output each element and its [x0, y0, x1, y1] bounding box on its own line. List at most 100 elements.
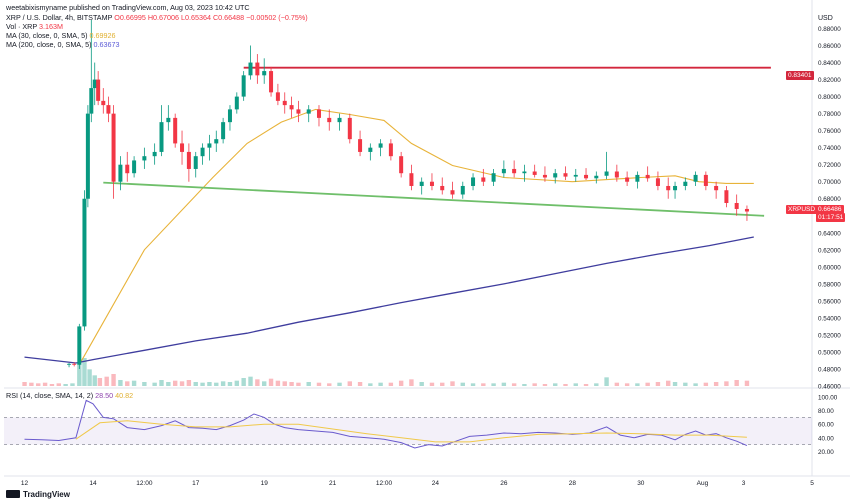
candle-body: [714, 185, 719, 191]
brand-text: TradingView: [23, 490, 70, 499]
candle-body: [703, 174, 708, 186]
volume-bar: [532, 383, 537, 386]
volume-bar: [666, 380, 671, 386]
volume-bar: [152, 382, 157, 386]
rsi-ma-line: [75, 420, 747, 443]
y-tick-label: 0.82000: [818, 77, 841, 84]
volume-bar: [419, 382, 424, 386]
volume-bar: [142, 382, 147, 386]
volume-bar: [22, 382, 27, 386]
volume-bar: [227, 382, 233, 386]
volume-bar: [316, 382, 322, 386]
symbol-title: XRP / U.S. Dollar, 4h, BITSTAMP: [6, 13, 113, 22]
candle-body: [296, 109, 301, 114]
ma30-value: 0.69926: [89, 31, 116, 40]
y-tick-label: 0.58000: [818, 281, 841, 288]
symbol-tag: XRPUSD: [786, 205, 818, 214]
volume-bar: [481, 383, 486, 386]
x-tick-label: 3: [742, 480, 746, 487]
candle-body: [118, 164, 123, 182]
volume-bar: [193, 382, 198, 386]
volume-bar: [118, 380, 123, 386]
candle-body: [744, 208, 749, 212]
candle-body: [501, 168, 506, 174]
volume-bar: [36, 383, 41, 386]
candle-body: [159, 122, 164, 152]
candle-body: [125, 164, 130, 174]
volume-bar: [159, 380, 164, 386]
candle-body: [724, 190, 729, 203]
volume-bar: [56, 383, 61, 386]
x-tick-label: 28: [569, 480, 577, 487]
y-tick-label: 0.56000: [818, 298, 841, 305]
volume-bar: [207, 382, 212, 386]
volume-bar: [125, 381, 130, 386]
candle-body: [111, 113, 116, 182]
candle-body: [573, 174, 578, 177]
volume-bar: [172, 380, 178, 386]
y-tick-label: 0.76000: [818, 128, 841, 135]
volume-bar: [214, 382, 219, 386]
y-tick-label: 0.74000: [818, 145, 841, 152]
candle-body: [106, 105, 111, 114]
volume-bar: [255, 379, 260, 386]
x-tick-label: 12:00: [376, 480, 393, 487]
candle-body: [693, 174, 698, 182]
rsi-band: [4, 417, 812, 445]
candle-body: [306, 109, 311, 114]
volume-bar: [460, 382, 465, 386]
candle-body: [269, 71, 274, 93]
x-tick-label: 5: [810, 480, 814, 487]
x-tick-label: 14: [89, 480, 97, 487]
volume-bar: [734, 380, 739, 386]
candle-body: [584, 174, 589, 179]
candle-body: [429, 181, 434, 186]
candle-body: [180, 143, 185, 152]
currency-label: USD: [818, 15, 833, 22]
volume-bar: [683, 382, 688, 386]
candle-body: [347, 117, 352, 140]
volume-bar: [42, 382, 48, 386]
candle-body: [96, 79, 101, 101]
volume-bar: [703, 382, 709, 386]
x-tick-label: Aug: [697, 480, 709, 487]
volume-bar: [275, 380, 281, 386]
candle-body: [522, 171, 527, 174]
volume-bar: [744, 380, 750, 386]
volume-bar: [268, 378, 274, 386]
rsi-label: RSI (14, close, SMA, 14, 2): [6, 391, 94, 400]
candle-body: [316, 109, 321, 118]
volume-bar: [131, 380, 137, 386]
legend-volume: Vol · XRP 3.163M: [6, 22, 63, 31]
volume-bar: [522, 384, 527, 386]
y-tick-label: 0.64000: [818, 230, 841, 237]
volume-bar: [87, 369, 92, 386]
ma30-line: [78, 108, 754, 365]
candle-body: [450, 190, 455, 195]
y-tick-label: 0.68000: [818, 196, 841, 203]
ma200-value: 0.63673: [93, 40, 120, 49]
volume-bar: [347, 381, 352, 386]
y-tick-label: 0.50000: [818, 349, 841, 356]
x-tick-label: 12:00: [136, 480, 153, 487]
candle-body: [604, 171, 609, 176]
candle-body: [173, 117, 178, 144]
y-tick-label: 0.54000: [818, 315, 841, 322]
volume-bar: [398, 380, 404, 386]
candle-body: [553, 173, 558, 178]
volume-bar: [501, 382, 507, 386]
volume-bar: [49, 384, 55, 386]
volume-bar: [248, 376, 253, 386]
candle-body: [734, 203, 739, 209]
volume-bar: [296, 382, 301, 386]
volume-bar: [97, 378, 103, 386]
volume-bar: [357, 382, 363, 386]
volume-bar: [635, 383, 640, 386]
volume-bar: [111, 374, 116, 386]
x-tick-label: 24: [432, 480, 440, 487]
volume-bar: [388, 382, 394, 386]
y-tick-label: 0.86000: [818, 43, 841, 50]
rsi-tick-label: 40.00: [818, 435, 834, 442]
volume-bar: [450, 381, 455, 386]
